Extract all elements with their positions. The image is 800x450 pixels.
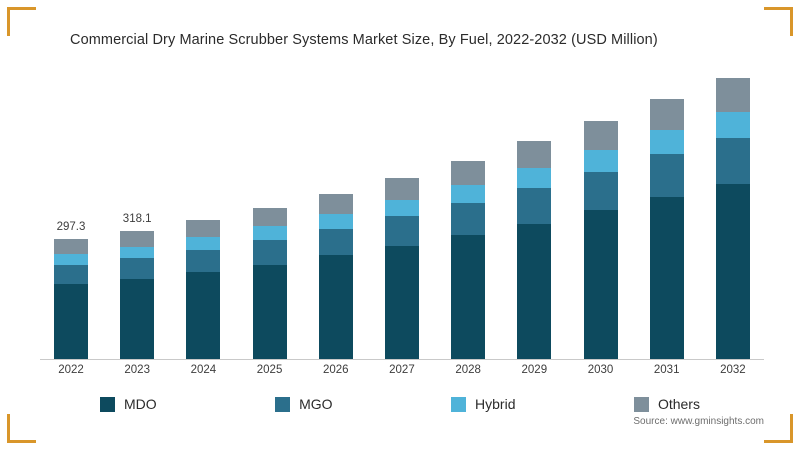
bar-segment-mdo[interactable]	[186, 272, 221, 359]
bar-group[interactable]	[451, 78, 486, 359]
bar-segment-others[interactable]	[54, 239, 88, 254]
bar-segment-mdo[interactable]	[318, 255, 353, 359]
legend-item-others[interactable]: Others	[633, 396, 700, 412]
legend-swatch-icon	[275, 396, 291, 412]
bar-segment-hybrid[interactable]	[384, 199, 419, 217]
chart-title: Commercial Dry Marine Scrubber Systems M…	[70, 32, 658, 48]
legend-swatch-icon	[633, 396, 649, 412]
bar-segment-others[interactable]	[715, 78, 750, 112]
bar-segment-mdo[interactable]	[252, 264, 287, 359]
bar-segment-hybrid[interactable]	[583, 149, 618, 172]
bar-segment-others[interactable]	[451, 160, 486, 185]
bar-segment-mgo[interactable]	[583, 171, 618, 211]
frame-corner-top-left	[7, 7, 36, 36]
legend-label: Others	[657, 396, 700, 412]
bar-series-container: 297.3 318.1	[40, 78, 764, 359]
bar-segment-mdo[interactable]	[583, 210, 618, 359]
bar-segment-others[interactable]	[384, 177, 419, 200]
bar-group[interactable]	[649, 78, 684, 359]
legend-label: MGO	[299, 396, 333, 412]
legend-swatch-icon	[100, 396, 115, 412]
bar-segment-mgo[interactable]	[715, 137, 750, 184]
bar-group[interactable]	[186, 78, 221, 359]
bar-segment-hybrid[interactable]	[451, 184, 486, 204]
x-axis-tick-label: 2023	[124, 364, 150, 376]
bar-segment-mdo[interactable]	[451, 235, 486, 359]
frame-corner-bottom-left	[7, 414, 36, 443]
bar-segment-mgo[interactable]	[451, 203, 486, 236]
legend-swatch-icon	[451, 396, 467, 412]
x-axis-tick-labels: 2022 2023 2024 2025 2026 2027 2028 2029 2030 2031…	[40, 364, 764, 382]
bar-value-label: 318.1	[122, 212, 152, 225]
source-attribution: Source: www.gminsights.com	[633, 416, 764, 427]
bar-segment-others[interactable]	[318, 193, 353, 214]
bar-segment-mdo[interactable]	[384, 245, 419, 359]
legend-item-mdo[interactable]: MDO	[100, 396, 157, 412]
bar-segment-mdo[interactable]	[715, 183, 750, 359]
bar-segment-others[interactable]	[583, 121, 618, 150]
frame-corner-bottom-right	[764, 414, 793, 443]
plot-area: 297.3 318.1	[40, 78, 764, 360]
x-axis-tick-label: 2024	[190, 364, 217, 376]
x-axis-line	[40, 359, 764, 360]
bar-segment-hybrid[interactable]	[186, 236, 221, 250]
bar-segment-mdo[interactable]	[649, 196, 684, 359]
bar-group[interactable]	[715, 78, 750, 359]
x-axis-tick-label: 2026	[322, 364, 349, 376]
bar-segment-hybrid[interactable]	[715, 111, 750, 138]
bar-segment-mgo[interactable]	[517, 188, 552, 224]
bar-segment-mgo[interactable]	[252, 240, 287, 265]
bar-segment-hybrid[interactable]	[120, 246, 155, 259]
bar-segment-hybrid[interactable]	[54, 253, 88, 265]
legend-item-mgo[interactable]: MGO	[275, 396, 333, 412]
bar-segment-mgo[interactable]	[54, 264, 88, 285]
legend-item-hybrid[interactable]: Hybrid	[451, 396, 516, 412]
bar-group[interactable]: 297.3	[54, 78, 88, 359]
legend-label: MDO	[124, 396, 157, 412]
bar-segment-others[interactable]	[517, 141, 552, 169]
bar-group[interactable]: 318.1	[120, 78, 155, 359]
bar-segment-hybrid[interactable]	[318, 213, 353, 229]
x-axis-tick-label: 2032	[720, 364, 746, 376]
bar-value-label: 297.3	[56, 221, 86, 234]
bar-segment-others[interactable]	[649, 99, 684, 131]
bar-segment-others[interactable]	[186, 220, 221, 237]
x-axis-tick-label: 2022	[58, 364, 84, 376]
bar-group[interactable]	[517, 78, 552, 359]
bar-group[interactable]	[583, 78, 618, 359]
x-axis-tick-label: 2025	[256, 364, 283, 376]
bar-group[interactable]	[384, 78, 419, 359]
bar-segment-hybrid[interactable]	[252, 226, 287, 241]
bar-segment-mdo[interactable]	[517, 223, 552, 359]
bar-segment-mgo[interactable]	[384, 216, 419, 246]
bar-group[interactable]	[318, 78, 353, 359]
x-axis-tick-label: 2029	[521, 364, 548, 376]
bar-group[interactable]	[252, 78, 287, 359]
bar-segment-mdo[interactable]	[54, 284, 88, 359]
bar-segment-mgo[interactable]	[186, 249, 221, 273]
bar-segment-others[interactable]	[252, 207, 287, 227]
bar-segment-others[interactable]	[120, 230, 155, 247]
bar-segment-mgo[interactable]	[649, 154, 684, 197]
x-axis-tick-label: 2030	[587, 364, 614, 376]
bar-segment-hybrid[interactable]	[517, 168, 552, 189]
bar-segment-mdo[interactable]	[120, 279, 155, 359]
chart-legend: MDO MGO Hybrid Others	[100, 396, 700, 412]
x-axis-tick-label: 2027	[389, 364, 415, 376]
bar-segment-mgo[interactable]	[120, 258, 155, 280]
x-axis-tick-label: 2031	[653, 364, 680, 376]
frame-corner-top-right	[764, 7, 793, 36]
x-axis-tick-label: 2028	[455, 364, 481, 376]
bar-segment-mgo[interactable]	[318, 228, 353, 256]
bar-segment-hybrid[interactable]	[649, 130, 684, 155]
legend-label: Hybrid	[475, 396, 516, 412]
